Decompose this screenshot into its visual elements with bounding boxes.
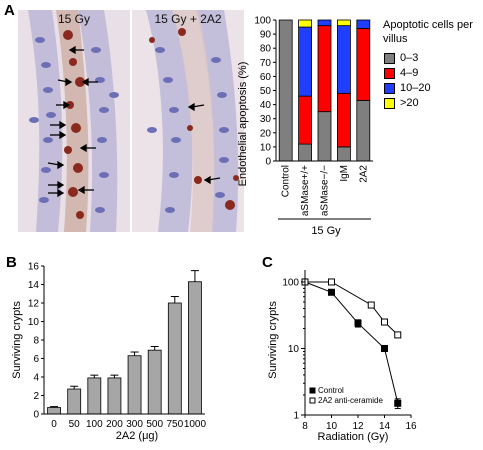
y-tick-label: 80	[260, 44, 272, 55]
legend-swatch	[384, 67, 395, 79]
legend-marker	[309, 387, 316, 394]
y-tick-label: 6	[33, 354, 39, 365]
legend-item: 0–3	[384, 52, 418, 64]
point-0-4	[394, 399, 402, 407]
legend-label: 2A2 anti-ceramide	[318, 396, 383, 405]
y-tick-label: 100	[254, 16, 271, 27]
fit-curve-1	[305, 281, 399, 336]
y-tick-label: 50	[260, 86, 272, 97]
point-0-3	[381, 344, 388, 352]
panel-letter-c: C	[262, 254, 273, 271]
x-tick-label: 2A2	[358, 165, 369, 183]
x-tick-label: 14	[379, 421, 391, 432]
legend-marker	[309, 397, 316, 404]
point-1-2	[367, 301, 375, 309]
x-tick-label: 16	[405, 421, 417, 432]
y-tick-label: 4	[33, 373, 39, 384]
x-tick-label: aSMase−/−	[320, 165, 331, 216]
point-1-3	[381, 318, 388, 326]
chart-c-ylabel: Surviving crypts	[267, 301, 279, 379]
legend-label: 10–20	[400, 82, 431, 94]
x-tick-label: 8	[302, 421, 308, 432]
point-0-1	[328, 288, 335, 296]
y-tick-label: 90	[260, 30, 272, 41]
bar-segment-2-2	[317, 19, 332, 27]
chart-b-ylabel: Surviving crypts	[11, 301, 23, 379]
micrograph-title-15gy-2a2: 15 Gy + 2A2	[154, 12, 222, 26]
micrograph-15gy: 15 Gy	[18, 10, 130, 232]
y-tick-label: 0	[33, 410, 39, 421]
y-tick-label: 10	[288, 344, 300, 355]
y-tick-label: 100	[282, 277, 299, 288]
x-tick-label: Control	[281, 165, 292, 197]
y-tick-label: 20	[260, 128, 272, 139]
legend-label: >20	[400, 97, 419, 109]
micrograph-15gy-image	[18, 10, 130, 232]
x-tick-label: aSMase+/+	[300, 165, 311, 216]
y-tick-label: 30	[260, 114, 272, 125]
point-1-1	[328, 278, 335, 286]
x-tick-label: 50	[69, 419, 81, 430]
chart-b-xlabel: 2A2 (μg)	[116, 430, 158, 442]
y-tick-label: 16	[28, 262, 40, 273]
y-tick-label: 10	[28, 317, 40, 328]
micrograph-15gy-2a2-image	[132, 10, 244, 232]
x-tick-label: IgM	[339, 165, 350, 182]
micrograph-15gy-2a2: 15 Gy + 2A2	[132, 10, 244, 232]
x-tick-label: 0	[51, 419, 57, 430]
legend-swatch	[384, 97, 395, 109]
point-1-4	[394, 331, 402, 339]
legend-label: 0–3	[400, 52, 419, 64]
y-tick-label: 8	[33, 336, 39, 347]
y-tick-label: 12	[28, 299, 40, 310]
legend-item: 4–9	[384, 67, 418, 79]
y-tick-label: 2	[33, 391, 39, 402]
legend-label: Control	[318, 386, 344, 395]
legend-item: >20	[384, 97, 419, 109]
legend-label: 4–9	[400, 67, 419, 79]
x-tick-label: 300	[126, 419, 143, 430]
bar-segment-3-3	[336, 19, 351, 27]
x-tick-label: 750	[166, 419, 183, 430]
legend-swatch	[384, 52, 395, 64]
chart-a-group-label: 15 Gy	[311, 225, 341, 237]
chart-c-xlabel: Radiation (Gy)	[318, 431, 389, 443]
x-tick-label: 500	[146, 419, 163, 430]
y-tick-label: 14	[28, 280, 40, 291]
micrograph-title-15gy: 15 Gy	[57, 12, 90, 26]
panel-letter-a: A	[4, 2, 15, 19]
y-tick-label: 1	[293, 411, 299, 422]
point-0-2	[354, 319, 362, 327]
x-tick-label: 200	[106, 419, 123, 430]
y-tick-label: 10	[260, 142, 272, 153]
legend-item: 10–20	[384, 82, 431, 94]
y-tick-label: 70	[260, 58, 272, 69]
x-tick-label: 10	[326, 421, 338, 432]
x-tick-label: 1000	[184, 419, 207, 430]
x-tick-label: 100	[86, 419, 103, 430]
legend-swatch	[384, 82, 395, 94]
y-tick-label: 40	[260, 100, 272, 111]
bar-segment-4-2	[356, 19, 371, 29]
x-tick-label: 12	[352, 421, 364, 432]
legend-title: Apoptotic cells per villus	[383, 19, 473, 45]
panel-letter-b: B	[6, 254, 17, 271]
y-tick-label: 0	[265, 157, 271, 168]
chart-a-ylabel: Endothelial apoptosis (%)	[237, 62, 249, 187]
y-tick-label: 60	[260, 72, 272, 83]
bar-segment-1-3	[298, 19, 313, 28]
